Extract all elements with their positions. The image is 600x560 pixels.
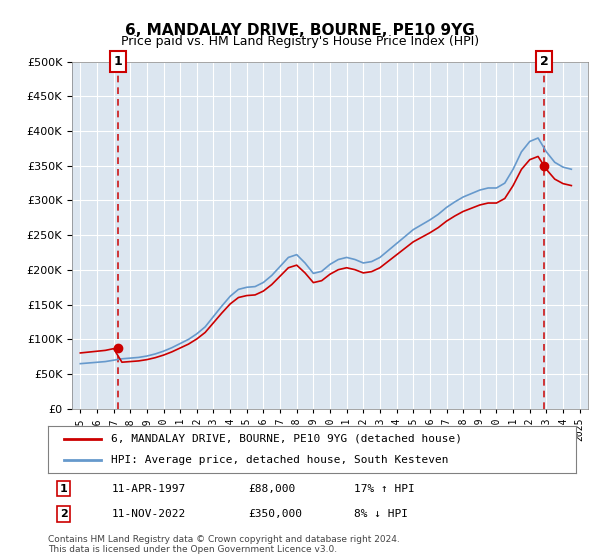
Text: 11-NOV-2022: 11-NOV-2022 bbox=[112, 509, 185, 519]
Text: 2: 2 bbox=[60, 509, 68, 519]
Text: 8% ↓ HPI: 8% ↓ HPI bbox=[354, 509, 408, 519]
Text: 1: 1 bbox=[60, 484, 68, 493]
Text: 6, MANDALAY DRIVE, BOURNE, PE10 9YG: 6, MANDALAY DRIVE, BOURNE, PE10 9YG bbox=[125, 24, 475, 38]
Text: £88,000: £88,000 bbox=[248, 484, 296, 493]
Text: 6, MANDALAY DRIVE, BOURNE, PE10 9YG (detached house): 6, MANDALAY DRIVE, BOURNE, PE10 9YG (det… bbox=[112, 434, 463, 444]
Text: 1: 1 bbox=[114, 55, 122, 68]
Text: 11-APR-1997: 11-APR-1997 bbox=[112, 484, 185, 493]
Text: HPI: Average price, detached house, South Kesteven: HPI: Average price, detached house, Sout… bbox=[112, 455, 449, 465]
Text: Contains HM Land Registry data © Crown copyright and database right 2024.
This d: Contains HM Land Registry data © Crown c… bbox=[48, 535, 400, 554]
Text: £350,000: £350,000 bbox=[248, 509, 302, 519]
Text: Price paid vs. HM Land Registry's House Price Index (HPI): Price paid vs. HM Land Registry's House … bbox=[121, 35, 479, 49]
Text: 17% ↑ HPI: 17% ↑ HPI bbox=[354, 484, 415, 493]
Text: 2: 2 bbox=[539, 55, 548, 68]
